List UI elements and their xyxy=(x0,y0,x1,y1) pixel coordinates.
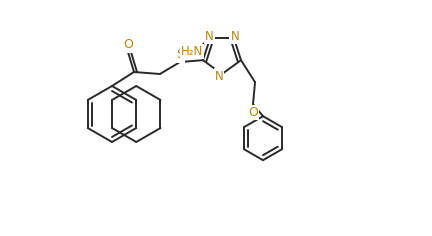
Text: N: N xyxy=(230,30,239,43)
Text: N: N xyxy=(205,30,213,43)
Text: S: S xyxy=(176,49,184,62)
Text: H₂N: H₂N xyxy=(181,45,203,58)
Text: N: N xyxy=(215,69,223,83)
Text: O: O xyxy=(123,38,133,51)
Text: O: O xyxy=(248,106,258,119)
